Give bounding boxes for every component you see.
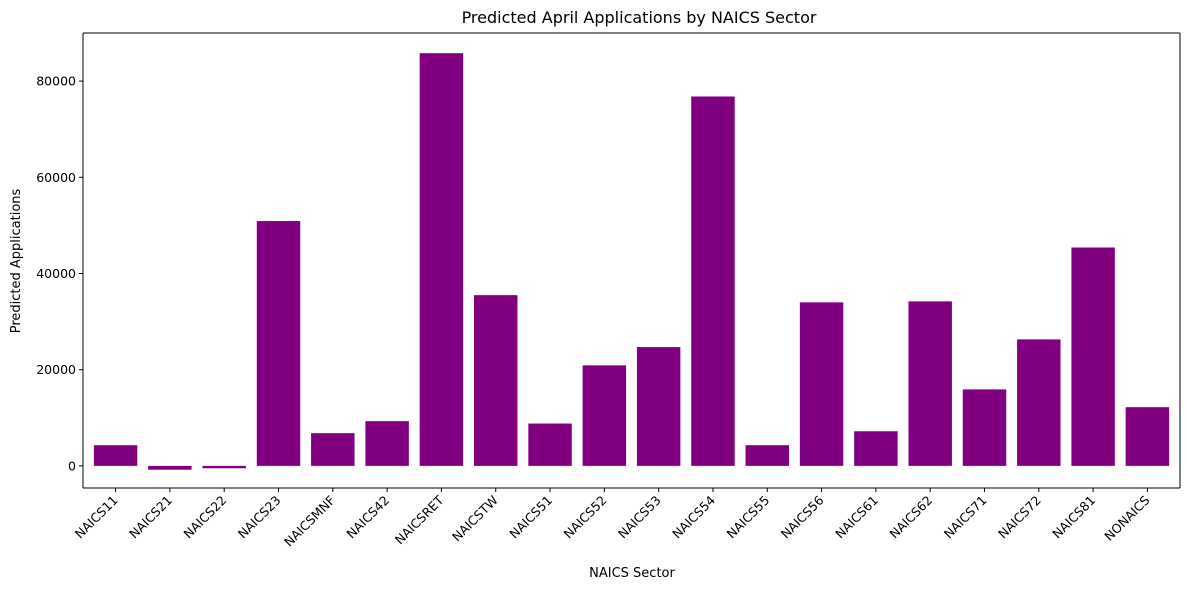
x-tick-label-naics11: NAICS11 [72, 493, 121, 542]
bar-naics42 [365, 421, 409, 466]
bar-naics21 [148, 465, 192, 470]
bar-naics53 [636, 347, 681, 466]
chart-title: Predicted April Applications by NAICS Se… [462, 8, 817, 27]
x-tick-label-naics81: NAICS81 [1049, 493, 1098, 542]
y-tick-label: 40000 [36, 266, 76, 281]
x-tick-label-naics56: NAICS56 [778, 492, 827, 541]
bar-naics61 [854, 431, 898, 466]
bar-naics51 [528, 423, 572, 466]
bar-naics71 [962, 389, 1007, 466]
x-axis-label: NAICS Sector [589, 566, 675, 581]
x-tick-label-naics71: NAICS71 [941, 493, 990, 542]
bar-naicsret [419, 53, 464, 466]
bar-nonaics [1125, 407, 1170, 466]
bar-naics23 [256, 221, 301, 466]
x-tick-label-nonaics: NONAICS [1101, 492, 1152, 543]
x-tick-label-naics23: NAICS23 [235, 493, 284, 542]
bar-naicsmnf [311, 433, 355, 466]
bar-naics55 [745, 445, 789, 466]
x-tick-label-naics61: NAICS61 [832, 493, 881, 542]
bar-naics22 [202, 465, 246, 469]
bar-naics72 [1017, 339, 1061, 466]
bar-naics56 [799, 302, 844, 466]
x-tick-label-naicsret: NAICSRET [392, 492, 447, 547]
bar-naics11 [93, 445, 138, 466]
x-tick-label-naics22: NAICS22 [180, 493, 229, 542]
x-tick-label-naics55: NAICS55 [723, 493, 772, 542]
y-tick-label: 0 [68, 458, 76, 473]
y-tick-label: 80000 [36, 74, 76, 89]
y-axis-label: Predicted Applications [9, 188, 24, 333]
bar-naics52 [582, 365, 627, 466]
x-tick-label-naics21: NAICS21 [126, 493, 175, 542]
bar-naics81 [1071, 247, 1115, 466]
x-tick-label-naics62: NAICS62 [886, 493, 935, 542]
x-tick-label-naics54: NAICS54 [669, 492, 718, 541]
y-tick-label: 20000 [36, 362, 76, 377]
x-tick-label-naics42: NAICS42 [343, 493, 392, 542]
y-tick-label: 60000 [36, 170, 76, 185]
bar-naicstw [474, 295, 518, 466]
x-tick-label-naics52: NAICS52 [561, 493, 610, 542]
x-tick-label-naics51: NAICS51 [506, 493, 555, 542]
bar-naics62 [908, 301, 952, 466]
x-tick-label-naicsmnf: NAICSMNF [281, 493, 338, 550]
bar-naics54 [691, 96, 735, 466]
x-tick-label-naicstw: NAICSTW [449, 493, 501, 545]
x-tick-label-naics72: NAICS72 [995, 493, 1044, 542]
x-tick-label-naics53: NAICS53 [615, 493, 664, 542]
